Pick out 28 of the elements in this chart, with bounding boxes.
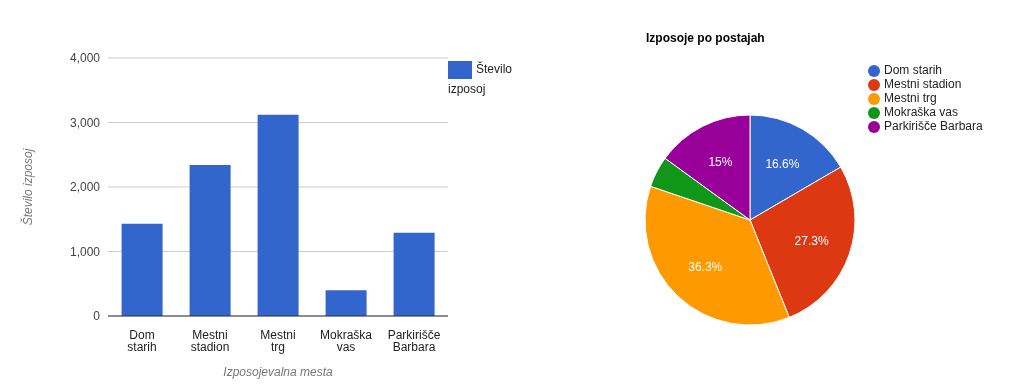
y-tick-label: 1,000 [69, 244, 101, 259]
legend-label: Mestni stadion [884, 77, 962, 91]
legend-label: Mestni trg [884, 91, 937, 105]
bar [393, 232, 435, 316]
y-tick-label: 2,000 [69, 180, 101, 195]
legend-label: Dom starih [884, 63, 943, 77]
bar [325, 290, 367, 316]
x-tick-label: Mokraška vas [319, 327, 373, 354]
x-axis-title: Izposojevalna mesta [223, 365, 334, 379]
y-tick-label: 0 [93, 309, 101, 324]
x-tick-label: Parkirišče Barbara [387, 327, 441, 354]
data-label: 15% [708, 155, 733, 169]
bar [121, 223, 163, 316]
bar [257, 114, 299, 316]
y-tick-label: 4,000 [69, 51, 101, 66]
data-label: 36.3% [688, 260, 723, 275]
legend-label: Število izposoj [448, 62, 513, 96]
legend-label: Parkirišče Barbara [884, 119, 983, 133]
x-tick-label: Mestni trg [260, 327, 296, 354]
bar [189, 165, 231, 316]
data-label: 27.3% [794, 234, 829, 249]
y-axis-title: Število izposoj [20, 148, 36, 226]
data-label: 16.6% [765, 156, 800, 171]
legend-label: Mokraška vas [884, 105, 959, 119]
chart-title: Izposoje po postajah [646, 31, 765, 45]
y-tick-label: 3,000 [69, 115, 101, 130]
x-tick-label: Mestni stadion [190, 327, 230, 354]
x-tick-label: Dom starih [127, 327, 157, 354]
